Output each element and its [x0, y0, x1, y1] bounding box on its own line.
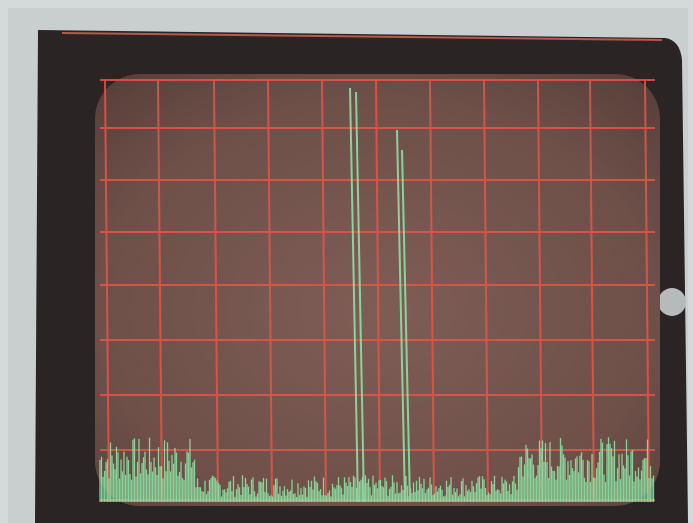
trace	[99, 87, 655, 503]
knob	[658, 288, 686, 316]
bezel-edge	[61, 32, 663, 41]
graticule	[100, 79, 655, 503]
signal-peak	[396, 129, 406, 503]
signal-peak	[355, 91, 365, 503]
grid-line	[375, 79, 381, 503]
signal-peak	[349, 87, 359, 503]
grid-line	[104, 79, 110, 503]
grid-line	[267, 79, 273, 503]
grid-line	[644, 79, 650, 503]
grid-line	[321, 79, 327, 503]
grid-line	[213, 79, 219, 503]
grid-line	[429, 79, 435, 503]
grid-line	[157, 79, 163, 503]
grid-line	[483, 79, 489, 503]
grid-line	[589, 79, 595, 503]
signal-peak	[401, 149, 411, 503]
grid-line	[537, 79, 543, 503]
